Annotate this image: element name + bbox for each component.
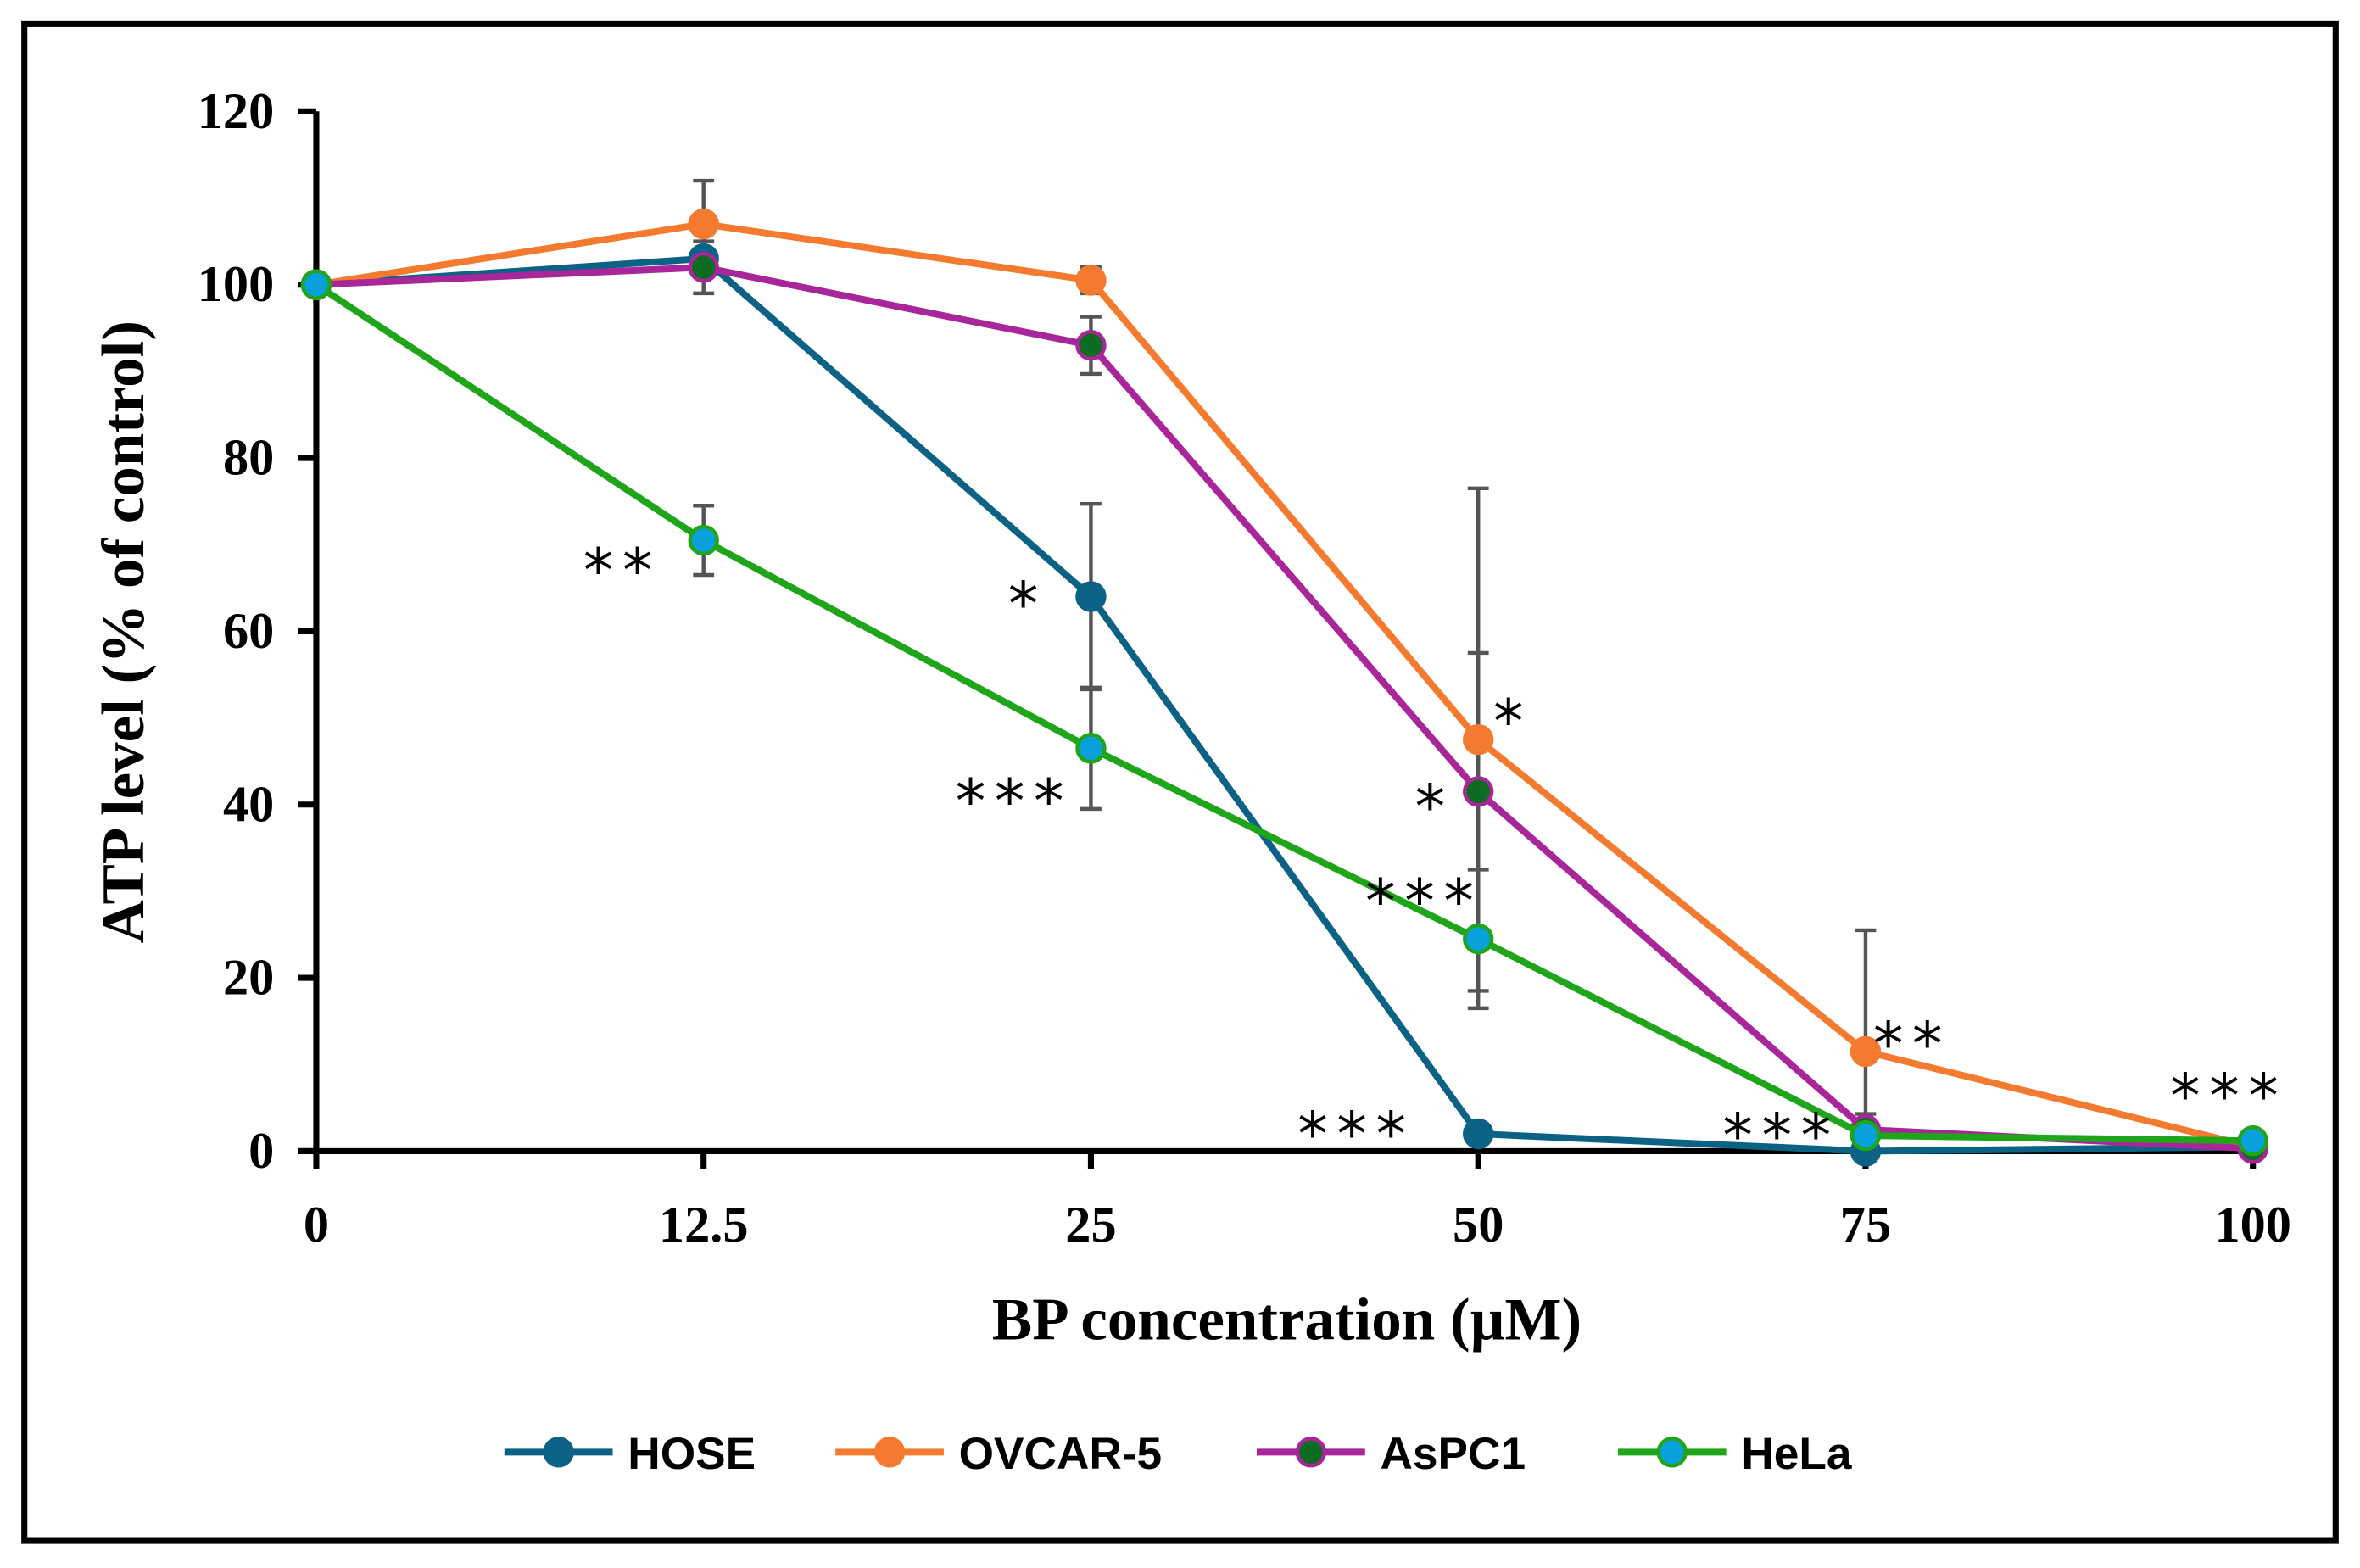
data-point-aspc1 — [1463, 776, 1494, 807]
y-tick-label: 60 — [223, 603, 274, 660]
legend-item-ovcar-5: OVCAR-5 — [835, 1429, 1162, 1479]
significance-annotations: ** ******************** — [583, 535, 2287, 1171]
significance-marker: *** — [2170, 1061, 2287, 1131]
legend-marker — [1295, 1437, 1327, 1468]
x-tick-label: 25 — [1065, 1197, 1116, 1253]
legend-marker — [873, 1437, 906, 1468]
data-point-hose — [1075, 581, 1107, 612]
data-point-aspc1 — [688, 252, 719, 283]
series-lines — [300, 208, 2268, 1167]
data-point-hela — [1463, 923, 1494, 955]
legend-label: HOSE — [628, 1429, 756, 1479]
y-tick-label: 0 — [248, 1123, 274, 1180]
x-tick-label: 12.5 — [659, 1197, 749, 1253]
y-tick-label: 20 — [223, 950, 274, 1007]
x-tick-label: 75 — [1840, 1197, 1891, 1253]
series-line-hela — [314, 282, 2253, 1145]
data-point-ovcar-5 — [1850, 1035, 1882, 1068]
y-tick-label: 80 — [223, 430, 274, 487]
significance-marker: *** — [1297, 1099, 1414, 1169]
data-point-ovcar-5 — [1075, 265, 1107, 296]
legend: HOSE OVCAR-5 AsPC1 HeLa — [504, 1429, 1852, 1479]
significance-marker: * — [1493, 687, 1532, 757]
data-point-hela — [1075, 733, 1107, 764]
series-hela — [300, 269, 2268, 1157]
data-point-hose — [1463, 1118, 1494, 1150]
x-tick-label: 100 — [2214, 1197, 2291, 1253]
significance-marker: * — [1008, 569, 1047, 639]
legend-label: OVCAR-5 — [959, 1429, 1163, 1479]
data-point-hela — [300, 269, 332, 300]
data-point-aspc1 — [1075, 330, 1107, 361]
series-line-aspc1 — [315, 264, 2253, 1152]
legend-item-hela: HeLa — [1617, 1429, 1852, 1479]
significance-marker: *** — [956, 766, 1073, 836]
y-tick-label: 40 — [223, 776, 274, 833]
legend-item-hose: HOSE — [504, 1429, 756, 1479]
data-point-hela — [2237, 1125, 2268, 1157]
legend-marker — [1656, 1437, 1688, 1468]
significance-marker: *** — [1365, 867, 1482, 937]
series-line-hose — [315, 254, 2253, 1155]
data-point-hela — [1850, 1119, 1882, 1152]
significance-marker: * — [1415, 772, 1454, 842]
legend-label: AsPC1 — [1381, 1429, 1526, 1479]
series-line-ovcar-5 — [315, 220, 2254, 1151]
x-tick-label: 0 — [304, 1197, 329, 1253]
significance-marker: ** — [1873, 1009, 1951, 1080]
x-tick-label: 50 — [1453, 1197, 1504, 1253]
significance-marker: ** — [583, 535, 661, 605]
legend-item-aspc1: AsPC1 — [1256, 1429, 1526, 1479]
legend-label: HeLa — [1741, 1429, 1852, 1479]
data-point-ovcar-5 — [688, 208, 719, 240]
legend-marker — [543, 1437, 574, 1468]
y-tick-label: 120 — [198, 83, 275, 140]
data-point-ovcar-5 — [1463, 723, 1494, 756]
data-point-hela — [688, 524, 719, 556]
x-axis-label: BP concentration (µM) — [992, 1286, 1582, 1353]
y-axis-label: ATP level (% of control) — [91, 321, 157, 944]
y-tick-label: 100 — [198, 256, 275, 313]
significance-marker: *** — [1722, 1101, 1839, 1171]
